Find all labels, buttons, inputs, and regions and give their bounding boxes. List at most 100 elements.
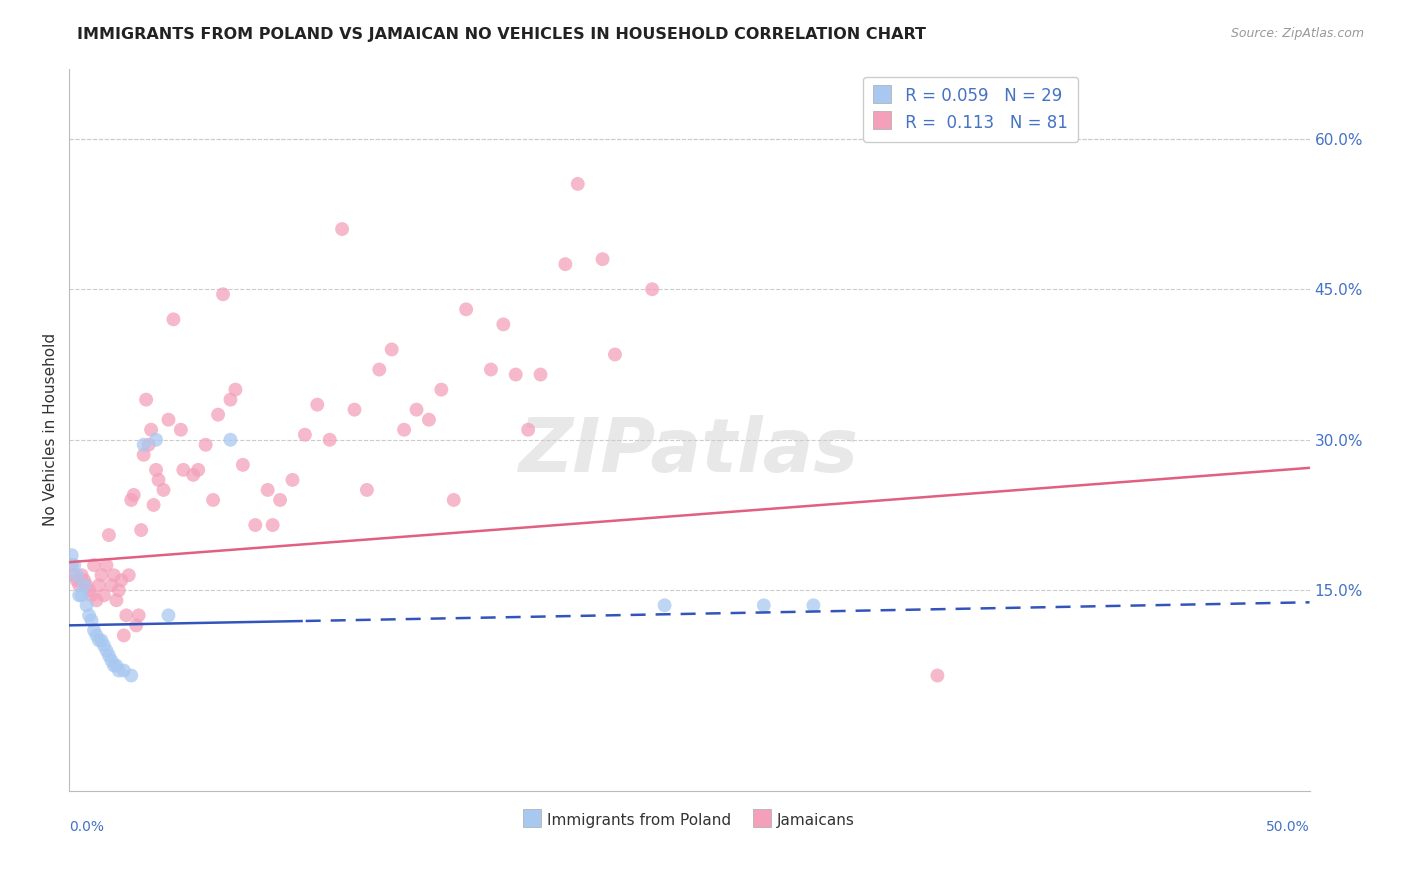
Point bbox=[66, 568, 89, 582]
Point bbox=[90, 568, 112, 582]
Point bbox=[122, 488, 145, 502]
Point bbox=[112, 664, 135, 678]
Point bbox=[318, 433, 340, 447]
Point bbox=[132, 448, 155, 462]
Point bbox=[381, 343, 404, 357]
Point bbox=[418, 413, 440, 427]
Point bbox=[108, 664, 131, 678]
Point bbox=[118, 568, 141, 582]
Point bbox=[63, 558, 86, 573]
Point bbox=[103, 658, 125, 673]
Point bbox=[83, 624, 105, 638]
Point bbox=[356, 483, 378, 497]
Point bbox=[187, 463, 209, 477]
Point bbox=[83, 558, 105, 573]
Point bbox=[96, 558, 118, 573]
Point bbox=[70, 568, 93, 582]
Point bbox=[157, 608, 180, 623]
Point bbox=[115, 608, 138, 623]
Point bbox=[87, 578, 110, 592]
Point bbox=[128, 608, 150, 623]
Point bbox=[145, 463, 167, 477]
Point bbox=[212, 287, 235, 301]
Point bbox=[80, 588, 103, 602]
Point bbox=[110, 573, 132, 587]
Point bbox=[207, 408, 229, 422]
Point bbox=[172, 463, 194, 477]
Text: 50.0%: 50.0% bbox=[1265, 820, 1309, 834]
Point bbox=[392, 423, 415, 437]
Point bbox=[105, 658, 128, 673]
Point bbox=[517, 423, 540, 437]
Text: IMMIGRANTS FROM POLAND VS JAMAICAN NO VEHICLES IN HOUSEHOLD CORRELATION CHART: IMMIGRANTS FROM POLAND VS JAMAICAN NO VE… bbox=[77, 27, 927, 42]
Point bbox=[67, 588, 90, 602]
Point bbox=[77, 608, 100, 623]
Point bbox=[145, 433, 167, 447]
Point bbox=[157, 413, 180, 427]
Point bbox=[70, 588, 93, 602]
Point bbox=[219, 433, 242, 447]
Point bbox=[245, 518, 267, 533]
Point bbox=[120, 668, 142, 682]
Point bbox=[112, 628, 135, 642]
Point bbox=[138, 438, 160, 452]
Point bbox=[256, 483, 278, 497]
Point bbox=[343, 402, 366, 417]
Point bbox=[132, 438, 155, 452]
Point bbox=[529, 368, 551, 382]
Point bbox=[803, 599, 825, 613]
Point bbox=[100, 578, 122, 592]
Point bbox=[330, 222, 353, 236]
Point bbox=[108, 583, 131, 598]
Point bbox=[73, 578, 96, 592]
Point bbox=[67, 578, 90, 592]
Point bbox=[224, 383, 246, 397]
Point bbox=[592, 252, 614, 267]
Point bbox=[77, 583, 100, 598]
Point bbox=[86, 628, 108, 642]
Point bbox=[66, 573, 89, 587]
Point bbox=[80, 613, 103, 627]
Point bbox=[86, 593, 108, 607]
Point bbox=[60, 558, 83, 573]
Point bbox=[87, 633, 110, 648]
Point bbox=[139, 423, 162, 437]
Text: ZIPatlas: ZIPatlas bbox=[519, 415, 859, 488]
Point bbox=[60, 548, 83, 562]
Point bbox=[135, 392, 157, 407]
Point bbox=[105, 593, 128, 607]
Point bbox=[129, 523, 152, 537]
Point bbox=[269, 492, 291, 507]
Text: Source: ZipAtlas.com: Source: ZipAtlas.com bbox=[1230, 27, 1364, 40]
Point bbox=[219, 392, 242, 407]
Text: 0.0%: 0.0% bbox=[69, 820, 104, 834]
Point bbox=[430, 383, 453, 397]
Point bbox=[76, 599, 98, 613]
Point bbox=[505, 368, 527, 382]
Point bbox=[103, 568, 125, 582]
Point bbox=[405, 402, 427, 417]
Point bbox=[307, 398, 329, 412]
Point bbox=[262, 518, 284, 533]
Point bbox=[181, 467, 204, 482]
Point bbox=[456, 302, 478, 317]
Point bbox=[567, 177, 589, 191]
Point bbox=[120, 492, 142, 507]
Point bbox=[148, 473, 170, 487]
Point bbox=[97, 648, 120, 663]
Point bbox=[232, 458, 254, 472]
Point bbox=[194, 438, 217, 452]
Point bbox=[368, 362, 391, 376]
Point bbox=[90, 633, 112, 648]
Point bbox=[603, 347, 626, 361]
Point bbox=[162, 312, 184, 326]
Legend: Immigrants from Poland, Jamaicans: Immigrants from Poland, Jamaicans bbox=[517, 805, 860, 834]
Point bbox=[554, 257, 576, 271]
Point bbox=[97, 528, 120, 542]
Point bbox=[752, 599, 775, 613]
Point bbox=[100, 653, 122, 667]
Point bbox=[63, 568, 86, 582]
Point bbox=[170, 423, 193, 437]
Point bbox=[73, 573, 96, 587]
Point bbox=[93, 588, 115, 602]
